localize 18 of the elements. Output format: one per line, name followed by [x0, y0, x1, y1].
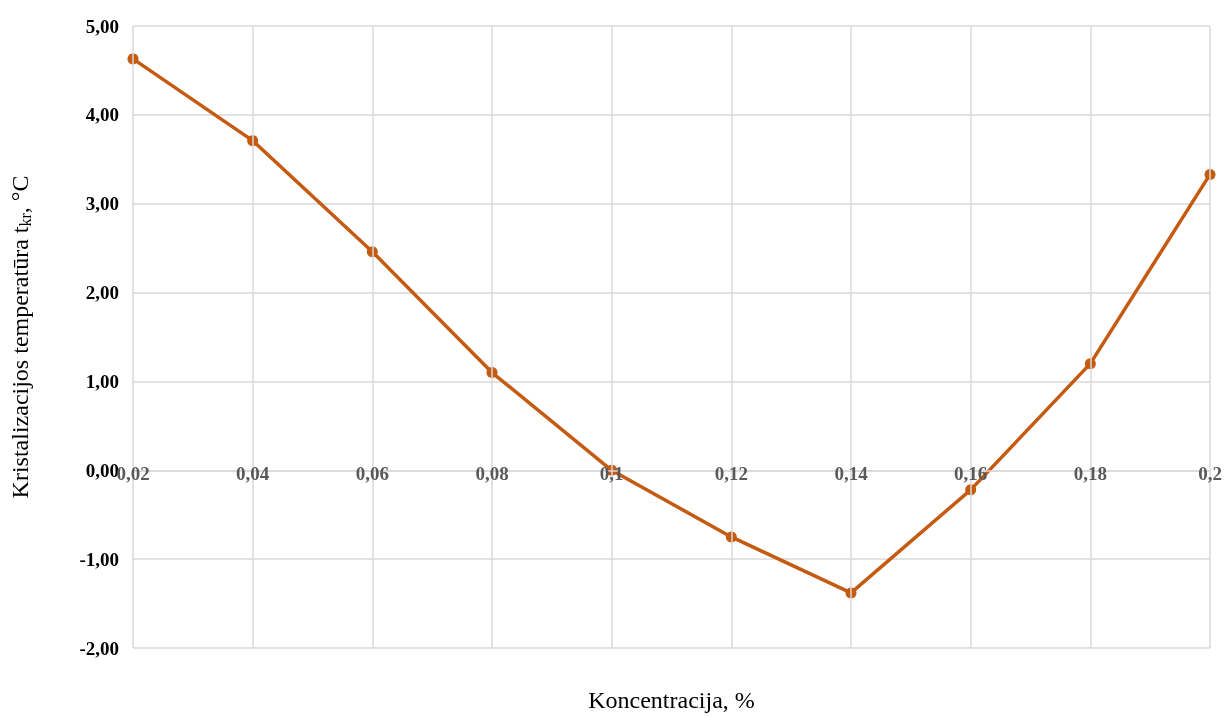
y-tick-label: 2,00 — [85, 282, 119, 304]
x-tick-label: 0,18 — [1073, 462, 1107, 484]
y-tick-label: 5,00 — [85, 15, 119, 37]
x-tick-label: 0,06 — [355, 462, 389, 484]
x-tick-label: 0,14 — [834, 462, 869, 484]
x-tick-label: 0,12 — [714, 462, 748, 484]
y-tick-label: 4,00 — [85, 104, 119, 126]
y-tick-label: 3,00 — [85, 193, 119, 215]
x-axis-title: Koncentracija, % — [588, 687, 755, 713]
x-tick-label: 0,04 — [236, 462, 270, 484]
y-tick-label: 0,00 — [85, 459, 119, 481]
y-axis-title: Kristalizacijos temperatūra tkr, °C — [7, 175, 34, 499]
x-tick-label: 0,2 — [1198, 462, 1222, 484]
x-tick-label: 0,08 — [475, 462, 509, 484]
x-tick-label: 0,16 — [954, 462, 988, 484]
y-tick-label: -2,00 — [79, 637, 119, 659]
y-tick-label: 1,00 — [85, 370, 119, 392]
y-tick-label: -1,00 — [79, 548, 119, 570]
